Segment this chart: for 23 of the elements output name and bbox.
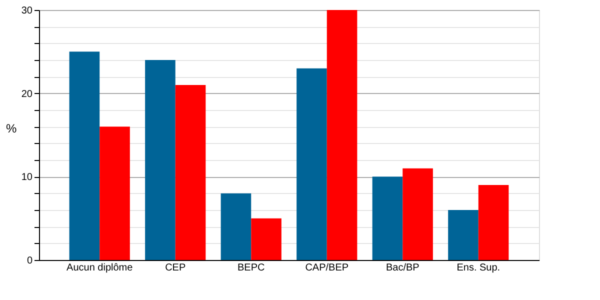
y-axis-title: %: [6, 122, 18, 136]
x-tick-label: BEPC: [238, 262, 265, 274]
x-tick-label: CAP/BEP: [305, 262, 349, 274]
bar: [448, 210, 478, 260]
y-tick-label: 20: [21, 88, 33, 100]
y-tick-label: 0: [26, 256, 33, 266]
x-tick-label: Bac/BP: [386, 262, 420, 274]
y-tick-label: 30: [21, 6, 33, 16]
x-tick-label: CEP: [165, 262, 186, 274]
bar: [478, 185, 509, 260]
bar: [145, 60, 176, 260]
x-tick-label: Ens. Sup.: [456, 262, 500, 274]
bar: [372, 176, 403, 260]
x-tick-label: Aucun diplôme: [66, 262, 134, 274]
bar: [69, 52, 100, 260]
bar: [100, 126, 130, 260]
bar: [296, 68, 327, 260]
bar: [175, 85, 206, 260]
y-tick-label: 10: [21, 172, 33, 184]
bar: [402, 168, 433, 260]
bar: [326, 10, 358, 260]
bar: [220, 193, 252, 260]
bar: [251, 218, 282, 260]
